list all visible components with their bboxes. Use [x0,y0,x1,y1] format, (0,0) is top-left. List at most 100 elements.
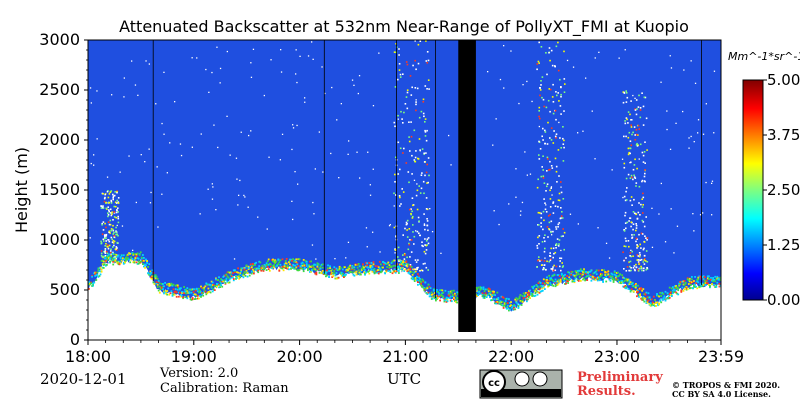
plume-dot [419,40,422,42]
speckle-dot [664,241,667,243]
edge-dot [613,273,616,276]
speckle-dot [200,133,202,135]
edge-dot [389,271,392,273]
edge-dot [636,291,638,294]
plume-dot [553,252,555,255]
edge-dot [202,287,205,290]
edge-dot [588,271,591,273]
edge-dot [412,278,415,281]
edge-dot [344,266,346,269]
edge-dot [439,299,441,302]
edge-dot [156,283,159,286]
edge-dot [122,262,125,265]
edge-dot [328,270,330,272]
edge-dot [104,257,107,260]
edge-dot [113,259,116,262]
speckle-dot [413,179,416,181]
plume-dot [560,269,562,272]
edge-dot [441,289,444,292]
plume-dot [542,155,544,157]
edge-dot [573,274,576,277]
edge-dot [401,264,403,267]
edge-dot [435,299,437,302]
edge-dot [173,291,176,293]
edge-dot [234,269,236,271]
edge-dot [489,296,491,299]
edge-dot [310,266,312,268]
edge-dot [596,278,599,281]
edge-dot [333,272,336,275]
edge-dot [332,275,335,277]
edge-dot [359,273,362,276]
plume-dot [424,244,426,246]
plume-dot [112,256,115,259]
edge-dot [445,296,448,299]
plume-dot [402,267,404,269]
edge-dot [523,294,526,296]
speckle-dot [268,156,270,158]
plume-dot [546,260,548,263]
edge-dot [237,275,239,278]
plume-dot [415,194,418,197]
edge-dot [320,272,323,275]
speckle-dot [676,225,679,227]
edge-dot [206,292,209,294]
edge-dot [293,267,295,270]
plume-dot [409,208,411,211]
edge-dot [203,290,206,293]
plume-dot [630,225,632,228]
plume-dot [538,41,540,44]
edge-dot [519,300,522,302]
edge-dot [607,270,610,273]
plume-dot [625,240,627,242]
edge-dot [511,306,513,309]
edge-dot [476,295,479,297]
edge-dot [223,279,226,282]
edge-dot [308,265,310,268]
speckle-dot [366,246,368,248]
edge-dot [173,293,176,296]
edge-dot [708,275,710,278]
edge-dot [166,290,169,292]
edge-dot [539,282,542,284]
edge-dot [672,289,674,292]
plume-dot [109,219,112,222]
plume-dot [633,126,636,128]
edge-dot [484,294,487,297]
plume-dot [553,264,555,267]
edge-dot [500,295,503,298]
edge-dot [351,268,354,271]
edge-dot [433,295,436,298]
edge-dot [625,287,628,290]
edge-dot [151,269,154,272]
edge-dot [388,266,391,269]
edge-dot [267,263,270,266]
edge-dot [576,279,579,281]
edge-dot [240,269,243,272]
plume-dot [638,263,640,265]
plume-dot [409,150,411,152]
plume-dot [406,91,409,94]
edge-dot [259,268,262,271]
edge-dot [495,301,498,303]
edge-dot [633,284,636,286]
edge-dot [540,287,543,290]
plume-dot [563,91,566,93]
plume-dot [397,259,400,261]
plume-dot [542,98,545,101]
plume-dot [416,189,419,192]
plume-dot [552,256,554,259]
edge-dot [421,278,424,281]
edge-dot [150,272,153,274]
edge-dot [353,266,356,269]
edge-dot [641,297,644,300]
plume-dot [407,248,410,251]
edge-dot [445,298,448,301]
edge-dot [115,255,118,258]
edge-dot [402,263,404,266]
plume-dot [559,105,562,107]
edge-dot [393,268,396,271]
plume-dot [554,251,557,254]
edge-dot [700,285,703,288]
